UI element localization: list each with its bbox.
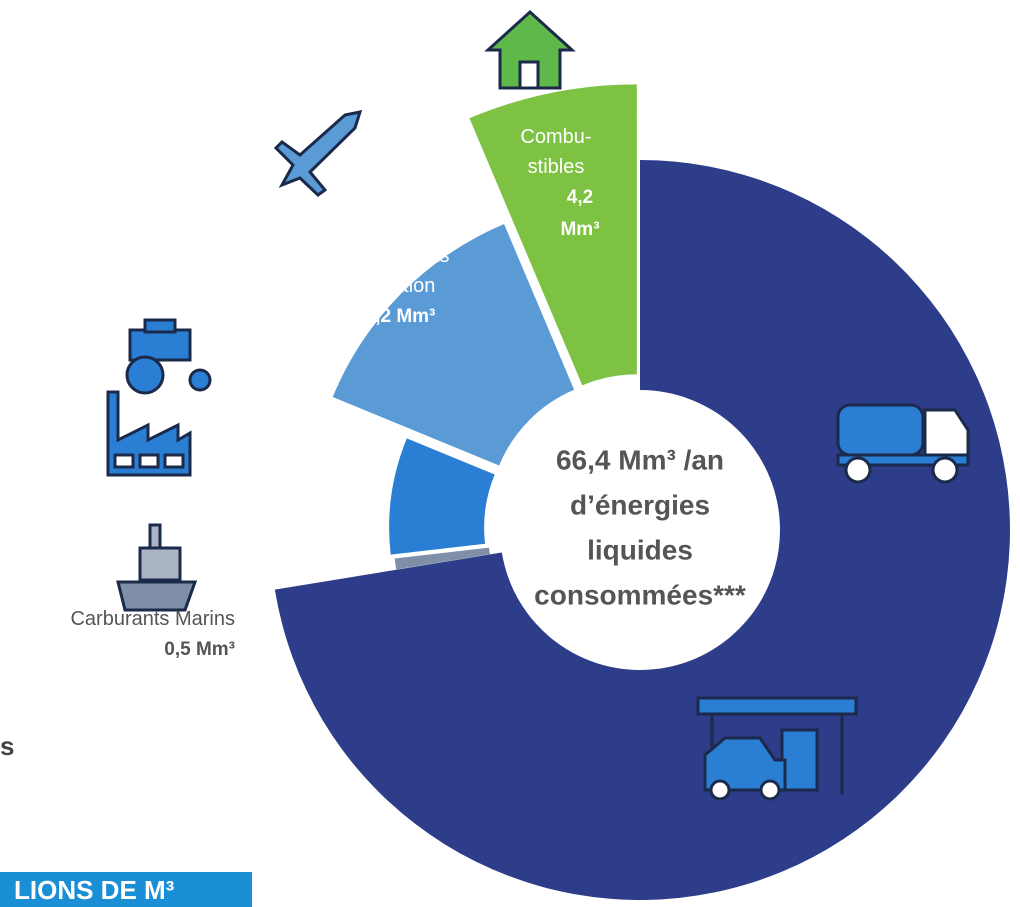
pump-icon	[696, 696, 858, 801]
value-label: 4,2 Mm³	[560, 187, 599, 240]
value-label: 5,3 Mm³	[237, 479, 308, 500]
ship-icon	[116, 523, 198, 612]
donut-slice	[394, 547, 490, 570]
banner	[0, 872, 252, 907]
center-label: liquides	[587, 534, 693, 565]
center-label: consommées***	[534, 579, 746, 610]
fragment-text: s	[0, 731, 14, 761]
truck-icon	[836, 403, 970, 484]
banner-text: LIONS DE M³	[14, 875, 175, 905]
plane-icon	[273, 110, 363, 197]
slice-label: Carburants Routiers	[844, 556, 943, 608]
slice-label: Carburants Marins	[70, 608, 235, 630]
icons	[106, 9, 970, 801]
center-label: 66,4 Mm³ /an	[556, 444, 724, 475]
donut-slice	[332, 223, 575, 466]
donut-slice	[469, 84, 637, 386]
house-icon	[484, 9, 576, 90]
donut-slice	[389, 438, 495, 555]
slice-label: GNR	[250, 448, 294, 470]
center-label: d’énergies	[570, 489, 710, 520]
donut-slice	[274, 160, 1011, 900]
factory-icon	[106, 390, 192, 477]
value-label: 8,2 Mm³	[365, 306, 436, 327]
value-label: 47,8 Mm³	[852, 617, 933, 638]
tractor-icon	[125, 318, 212, 395]
value-label: 0,5 Mm³	[164, 639, 235, 660]
slice-label: Carburants Aviation	[351, 245, 450, 297]
slice-label: Combu-stibles	[520, 126, 591, 178]
